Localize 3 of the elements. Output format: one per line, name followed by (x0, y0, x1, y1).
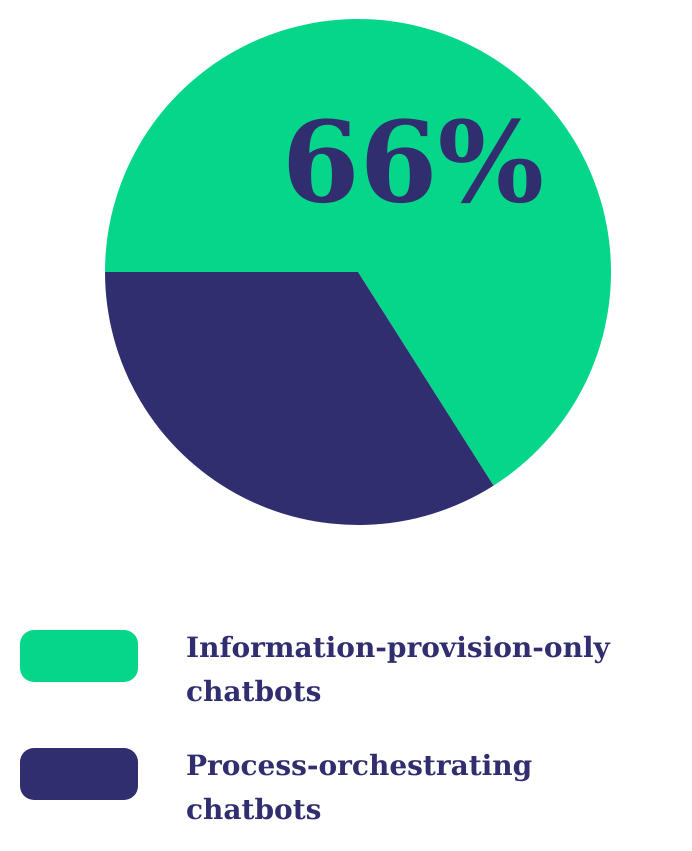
legend-label: Process-orchestrating chatbots (186, 748, 534, 828)
legend-label: Information-provision-only chatbots (186, 630, 612, 710)
data-label: 66% (282, 97, 544, 228)
